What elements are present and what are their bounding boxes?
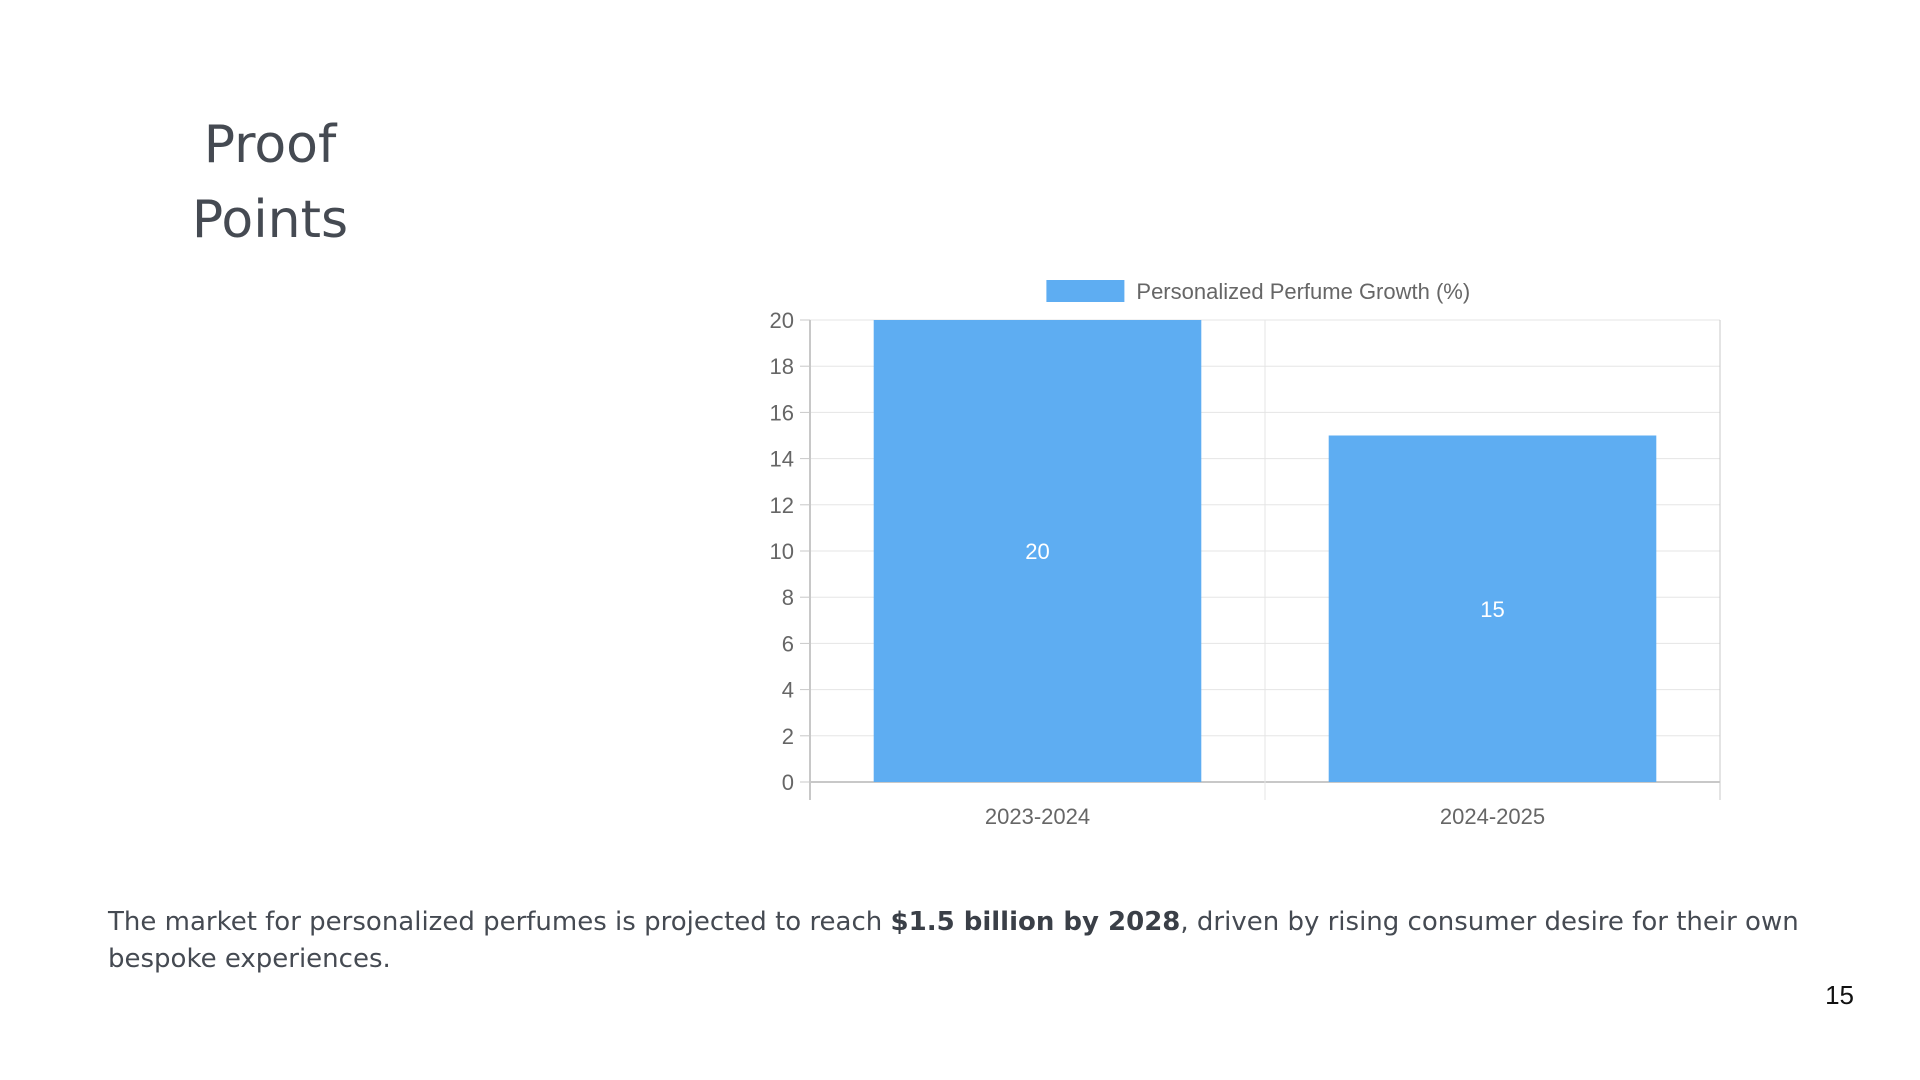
y-tick-label: 2 [782,724,794,749]
slide-title-line-2: Points [191,190,349,250]
summary-prefix: The market for personalized perfumes is … [108,907,891,937]
market-summary-text: The market for personalized perfumes is … [108,904,1808,978]
slide-title: Proof Points [150,108,390,258]
y-tick-label: 8 [782,585,794,610]
legend-label: Personalized Perfume Growth (%) [1136,279,1470,304]
bar-2024-2025 [1328,435,1657,782]
summary-suffix: , driven by rising consumer desire for t… [108,907,1799,974]
y-tick-label: 16 [770,400,794,425]
bar-data-label: 15 [1480,597,1504,622]
x-tick-label: 2024-2025 [1440,804,1545,829]
y-tick-label: 0 [782,770,794,795]
y-tick-label: 4 [782,678,794,703]
growth-chart: Personalized Perfume Growth (%) 0 2 4 6 8 10 12… [740,262,1740,842]
page-number: 15 [1825,980,1854,1010]
x-tick-label: 2023-2024 [985,804,1090,829]
y-tick-label: 14 [770,447,794,472]
y-tick-label: 6 [782,631,794,656]
bar-2023-2024 [873,320,1202,782]
y-tick-label: 20 [770,308,794,333]
legend-swatch [1046,280,1125,302]
y-tick-label: 18 [770,354,794,379]
summary-highlight: $1.5 billion by 2028 [890,907,1181,937]
y-tick-label: 10 [770,539,794,564]
y-tick-label: 12 [770,493,794,518]
chart-canvas: Personalized Perfume Growth (%) 0 2 4 6 8 10 12… [770,279,1721,829]
slide-title-line-1: Proof [203,115,337,175]
bar-data-label: 20 [1025,539,1049,564]
